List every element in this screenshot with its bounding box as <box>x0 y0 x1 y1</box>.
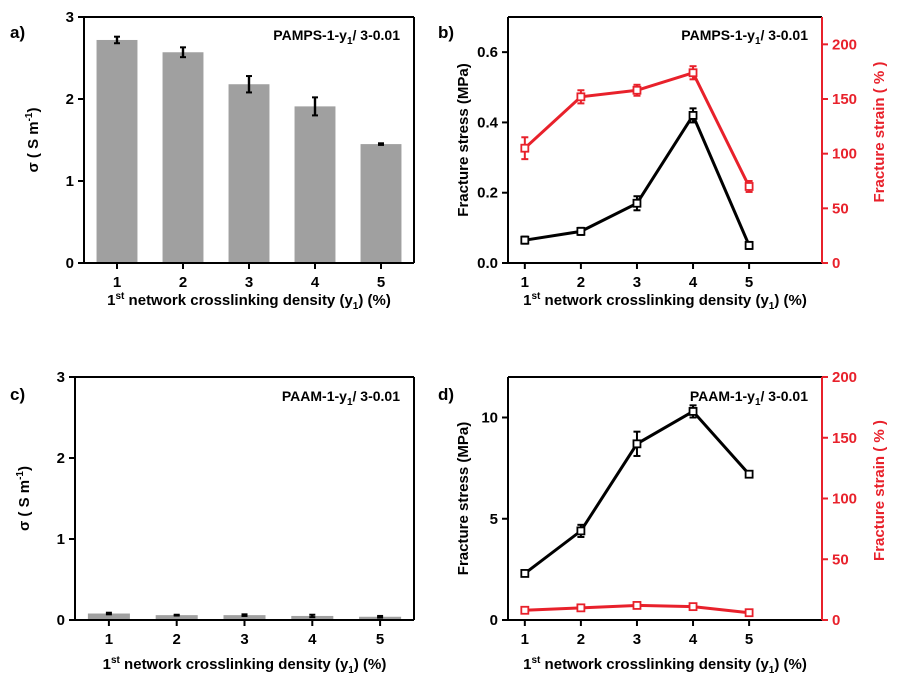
data-point <box>688 111 698 120</box>
y2-axis-label: Fracture strain ( % ) <box>871 62 888 203</box>
x-axis-label: 1st network crosslinking density (y1) (%… <box>523 291 807 312</box>
y-axis-label: σ ( S m-1) <box>24 107 42 172</box>
data-point <box>744 182 754 191</box>
panel-label: b) <box>438 23 454 42</box>
y2-tick-label: 50 <box>832 200 849 217</box>
panel-label: a) <box>10 23 25 42</box>
data-point <box>576 603 586 613</box>
y-tick-label: 0 <box>66 255 74 272</box>
panel-a: a) 0 1 2 3 1 2 3 4 5 PAMPS-1-y1/ 3-0.01 1st network… <box>10 9 415 312</box>
data-point <box>520 569 530 578</box>
bar <box>155 615 198 620</box>
x-tick-label: 4 <box>311 274 320 291</box>
bar <box>87 613 130 620</box>
data-point <box>520 605 530 615</box>
x-tick-label: 3 <box>240 631 248 648</box>
y-tick-label: 0.0 <box>477 255 498 272</box>
y2-tick-label: 100 <box>832 146 857 163</box>
x-axis-label: 1st network crosslinking density (y1) (%… <box>523 655 807 676</box>
y-axis-label: Fracture stress (MPa) <box>455 422 472 575</box>
data-point <box>520 235 530 245</box>
y-tick-label: 0.4 <box>477 114 499 131</box>
data-point <box>520 143 530 153</box>
data-point <box>688 407 698 416</box>
data-point <box>632 85 642 95</box>
x-tick-label: 3 <box>633 274 641 291</box>
x-tick-label: 5 <box>745 631 753 648</box>
y-tick-label: 1 <box>57 531 65 548</box>
chart-title: PAAM-1-y1/ 3-0.01 <box>282 388 400 408</box>
data-point <box>688 68 698 78</box>
x-tick-label: 5 <box>745 274 753 291</box>
y2-tick-label: 150 <box>832 430 857 447</box>
y2-tick-label: 0 <box>832 612 840 629</box>
x-tick-label: 2 <box>173 631 181 648</box>
chart-title: PAAM-1-y1/ 3-0.01 <box>690 388 808 408</box>
data-point <box>744 469 754 479</box>
y-axis-label: Fracture stress (MPa) <box>455 63 472 216</box>
y2-tick-label: 100 <box>832 491 857 508</box>
x-tick-label: 5 <box>377 274 385 291</box>
panel-c: c) 0 1 2 3 1 2 3 4 5 PAAM-1-y1/ 3-0.01 1st network … <box>10 369 415 676</box>
series-line-stress <box>524 112 751 246</box>
chart-title: PAMPS-1-y1/ 3-0.01 <box>681 27 808 47</box>
data-point <box>576 226 586 236</box>
x-tick-label: 5 <box>376 631 384 648</box>
y-tick-label: 0.6 <box>477 44 498 61</box>
x-tick-label: 3 <box>245 274 253 291</box>
y-axis-label: σ ( S m-1) <box>15 466 33 531</box>
bar <box>162 52 204 264</box>
y2-tick-label: 200 <box>832 36 857 53</box>
data-point <box>632 601 642 610</box>
panel-label: d) <box>438 385 454 404</box>
panel-label: c) <box>10 385 25 404</box>
chart-title: PAMPS-1-y1/ 3-0.01 <box>273 27 400 47</box>
x-tick-label: 2 <box>179 274 187 291</box>
data-point <box>744 241 754 250</box>
x-tick-label: 2 <box>577 631 585 648</box>
y-tick-label: 3 <box>57 369 65 386</box>
x-tick-label: 2 <box>577 274 585 291</box>
data-point <box>632 198 642 208</box>
data-point <box>576 92 586 102</box>
bar <box>228 84 270 264</box>
data-point <box>576 526 586 536</box>
x-axis-label: 1st network crosslinking density (y1) (%… <box>107 291 391 312</box>
bar <box>223 615 266 620</box>
x-tick-label: 1 <box>521 631 529 648</box>
x-tick-label: 4 <box>689 274 698 291</box>
y-tick-label: 0 <box>490 612 498 629</box>
bar <box>96 39 138 264</box>
y-tick-label: 3 <box>66 9 74 26</box>
bar <box>360 144 402 263</box>
y2-tick-label: 200 <box>832 369 857 386</box>
x-tick-label: 4 <box>689 631 698 648</box>
x-tick-label: 1 <box>105 631 113 648</box>
x-tick-label: 3 <box>633 631 641 648</box>
y-tick-label: 2 <box>66 91 74 108</box>
data-point <box>688 602 698 612</box>
y-tick-label: 0.2 <box>477 185 498 202</box>
y-tick-label: 5 <box>490 511 498 528</box>
panel-b: b) 0.0 0.2 0.4 0.6 0 50 100 150 200 1 2 3 4 5 PAMPS-1-y… <box>438 16 888 312</box>
y-tick-label: 0 <box>57 612 65 629</box>
x-tick-label: 1 <box>113 274 121 291</box>
data-point <box>632 439 642 449</box>
y2-tick-label: 0 <box>832 255 840 272</box>
y-tick-label: 2 <box>57 450 65 467</box>
y-tick-label: 10 <box>481 410 498 427</box>
x-axis-label: 1st network crosslinking density (y1) (%… <box>103 655 387 676</box>
x-tick-label: 4 <box>308 631 317 648</box>
data-point <box>744 608 754 618</box>
bar <box>294 106 336 263</box>
y2-axis-label: Fracture strain ( % ) <box>871 420 888 561</box>
y2-tick-label: 150 <box>832 91 857 108</box>
y-tick-label: 1 <box>66 173 74 190</box>
y2-tick-label: 50 <box>832 551 849 568</box>
x-tick-label: 1 <box>521 274 529 291</box>
